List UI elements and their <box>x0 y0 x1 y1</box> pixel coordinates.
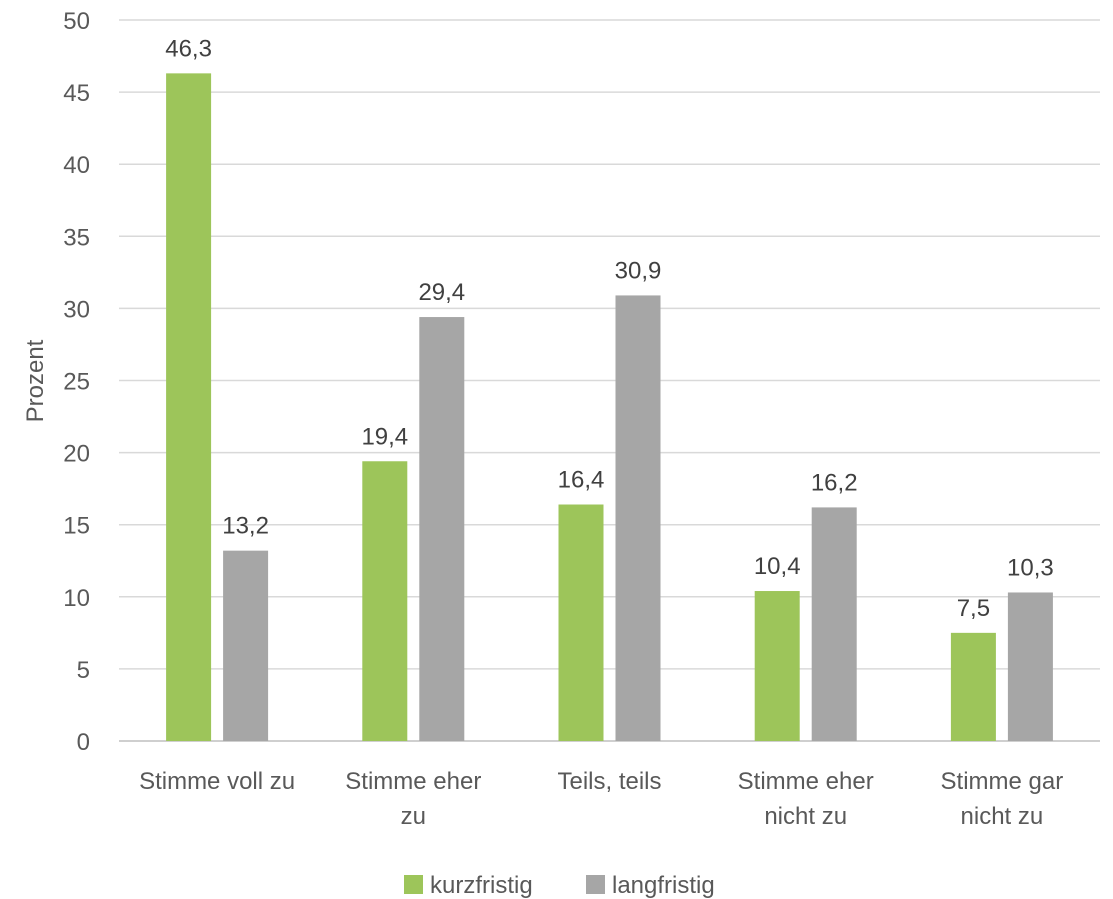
bar-langfristig <box>223 551 268 741</box>
y-tick-label: 40 <box>63 152 90 179</box>
legend-swatch-langfristig <box>586 875 605 894</box>
data-label: 46,3 <box>165 35 212 62</box>
bar-kurzfristig <box>362 461 407 741</box>
bar-kurzfristig <box>166 73 211 741</box>
x-category-label-line: nicht zu <box>764 803 847 830</box>
y-tick-label: 50 <box>63 8 90 35</box>
x-category-label-line: Stimme eher <box>345 768 481 795</box>
data-label: 13,2 <box>222 513 269 540</box>
data-label: 16,4 <box>558 467 605 494</box>
x-category-label: Stimme voll zu <box>139 768 295 795</box>
x-category-label: Stimme eher nicht zu <box>738 768 874 830</box>
data-labels: 46,3 13,2 19,4 29,4 16,4 30,9 10,4 16,2 7,5 10,3 <box>165 35 1054 621</box>
x-category-label-line: Teils, teils <box>557 768 661 795</box>
x-category-label-line: zu <box>401 803 426 830</box>
bar-langfristig <box>1008 592 1053 741</box>
x-category-label: Teils, teils <box>557 768 661 795</box>
bar-langfristig <box>419 317 464 741</box>
bar-kurzfristig <box>559 505 604 741</box>
y-tick-label: 35 <box>63 224 90 251</box>
bar-langfristig <box>616 295 661 741</box>
y-tick-label: 20 <box>63 441 90 468</box>
x-category-label: Stimme eher zu <box>345 768 481 830</box>
y-tick-label: 25 <box>63 369 90 396</box>
data-label: 19,4 <box>361 423 408 450</box>
x-category-label-line: Stimme gar <box>941 768 1064 795</box>
bar-langfristig <box>812 507 857 741</box>
bar-kurzfristig <box>755 591 800 741</box>
x-category-label-line: Stimme eher <box>738 768 874 795</box>
data-label: 7,5 <box>957 595 990 622</box>
y-tick-label: 15 <box>63 513 90 540</box>
y-tick-label: 10 <box>63 585 90 612</box>
x-axis-categories: Stimme voll zu Stimme eher zu Teils, teils S… <box>139 768 1063 830</box>
data-label: 30,9 <box>615 257 662 284</box>
legend-label-langfristig: langfristig <box>612 872 715 899</box>
data-label: 29,4 <box>418 279 465 306</box>
y-tick-label: 5 <box>77 657 90 684</box>
y-axis-title: Prozent <box>22 339 49 422</box>
bars <box>166 73 1053 741</box>
x-category-label: Stimme gar nicht zu <box>941 768 1064 830</box>
y-tick-label: 0 <box>77 729 90 756</box>
legend: kurzfristig langfristig <box>404 872 715 899</box>
y-axis-ticks: 0 5 10 15 20 25 30 35 40 45 50 <box>63 8 90 756</box>
legend-label-kurzfristig: kurzfristig <box>430 872 533 899</box>
bar-kurzfristig <box>951 633 996 741</box>
x-category-label-line: nicht zu <box>961 803 1044 830</box>
data-label: 16,2 <box>811 469 858 496</box>
legend-swatch-kurzfristig <box>404 875 423 894</box>
x-category-label-line: Stimme voll zu <box>139 768 295 795</box>
data-label: 10,3 <box>1007 554 1054 581</box>
data-label: 10,4 <box>754 553 801 580</box>
y-tick-label: 45 <box>63 80 90 107</box>
y-tick-label: 30 <box>63 296 90 323</box>
